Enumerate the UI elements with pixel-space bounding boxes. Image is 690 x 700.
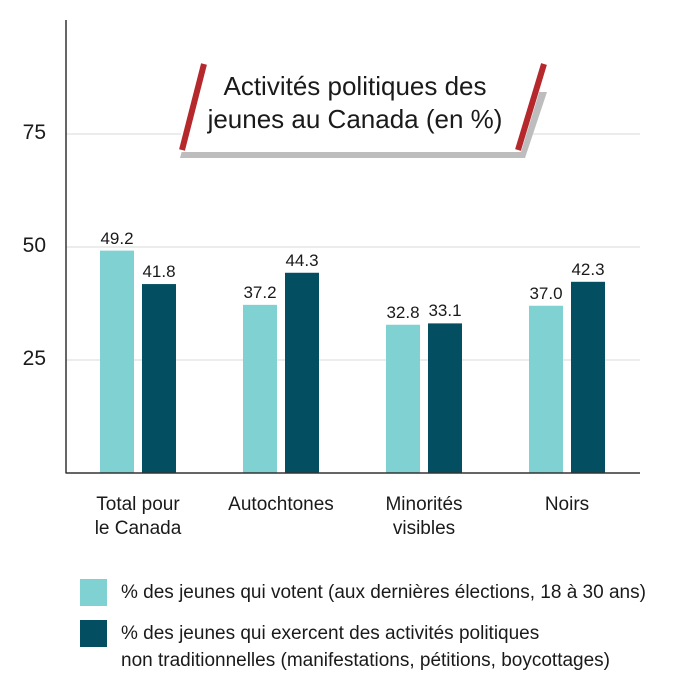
y-tick-label-75: 75 <box>22 121 46 144</box>
category-label-2: Autochtones <box>206 493 356 517</box>
y-tick-label-25: 25 <box>22 347 46 370</box>
category-label-line-1: Total pour <box>96 494 180 515</box>
bar-series2-cat3 <box>428 323 462 473</box>
legend-label-nontraditional: % des jeunes qui exercent des activités … <box>121 620 681 674</box>
legend-swatch-voters <box>80 579 107 606</box>
bar-series2-cat2 <box>285 272 319 473</box>
chart-title-line-2: jeunes au Canada (en %) <box>207 104 503 134</box>
bar-series1-cat4 <box>529 305 563 473</box>
value-label-series2-cat1: 41.8 <box>142 262 176 282</box>
category-label-3: Minorités visibles <box>349 493 499 541</box>
chart-title: Activités politiques des jeunes au Canad… <box>190 70 520 136</box>
value-label-series1-cat2: 37.2 <box>243 282 277 302</box>
title-box-background <box>176 86 541 152</box>
title-slash-right <box>515 63 547 151</box>
chart-title-line-1: Activités politiques des <box>223 71 487 101</box>
category-label-line-1: Autochtones <box>228 494 334 515</box>
category-label-line-1: Minorités <box>385 494 463 515</box>
legend-swatch-nontraditional <box>80 620 107 647</box>
y-tick-label-50: 50 <box>22 234 46 257</box>
bar-series2-cat4 <box>571 281 605 473</box>
value-label-series1-cat3: 32.8 <box>386 302 420 322</box>
bar-series1-cat3 <box>386 324 420 473</box>
bar-series1-cat1 <box>100 250 134 473</box>
bar-series2-cat1 <box>142 284 176 473</box>
legend-label-voters: % des jeunes qui votent (aux dernières é… <box>121 582 646 603</box>
legend-label-line-2: non traditionnelles (manifestations, pét… <box>121 650 610 671</box>
legend-label-line-1: % des jeunes qui exercent des activités … <box>121 623 540 644</box>
value-label-series2-cat4: 42.3 <box>571 259 605 279</box>
value-label-series1-cat1: 49.2 <box>100 228 134 248</box>
category-label-1: Total pour le Canada <box>63 493 213 541</box>
value-label-series1-cat4: 37.0 <box>529 283 563 303</box>
category-label-line-1: Noirs <box>544 494 590 515</box>
bar-series1-cat2 <box>243 304 277 473</box>
title-slash-left <box>179 63 207 151</box>
category-label-line-2: visibles <box>392 518 456 539</box>
value-label-series2-cat2: 44.3 <box>285 250 319 270</box>
category-label-4: Noirs <box>492 493 642 517</box>
category-label-line-2: le Canada <box>94 518 182 539</box>
value-label-series2-cat3: 33.1 <box>428 301 462 321</box>
